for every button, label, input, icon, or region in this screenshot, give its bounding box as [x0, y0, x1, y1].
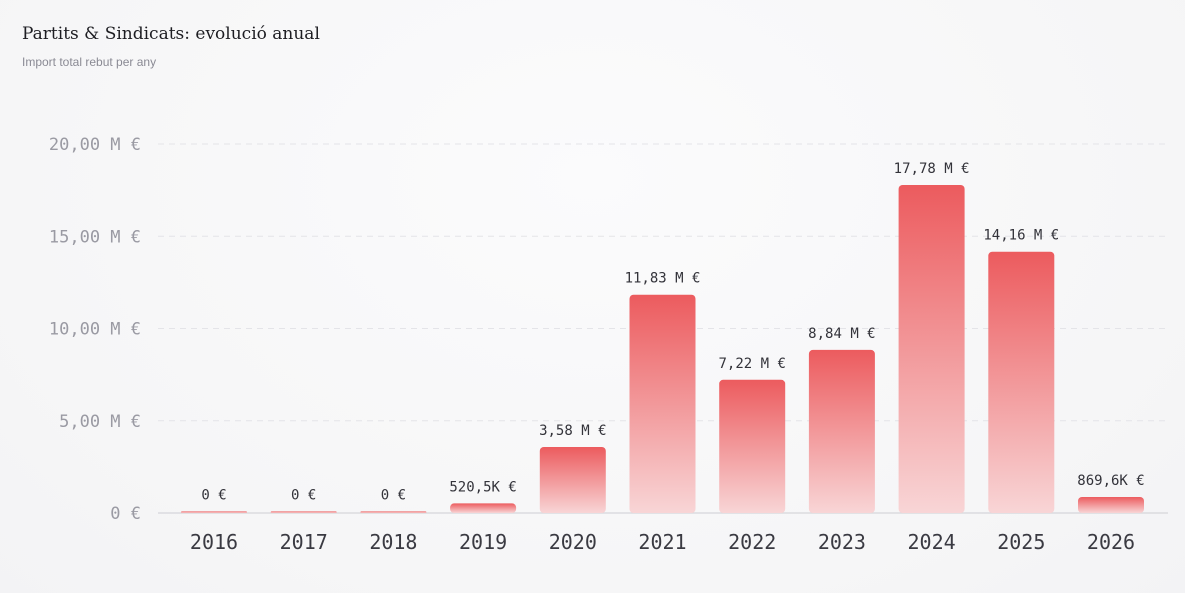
x-tick-label: 2018 [369, 530, 417, 554]
x-tick-label: 2026 [1087, 530, 1135, 554]
y-tick-label: 10,00 M € [49, 320, 141, 340]
x-tick-label: 2017 [280, 530, 328, 554]
bar-2017[interactable] [270, 511, 337, 513]
y-tick-label: 5,00 M € [59, 412, 141, 432]
x-tick-label: 2019 [459, 530, 507, 554]
bar-2024[interactable] [898, 184, 965, 514]
data-label-2023: 8,84 M € [808, 326, 875, 342]
bar-2020[interactable] [539, 446, 606, 513]
data-label-2019: 520,5K € [449, 479, 516, 495]
data-label-2020: 3,58 M € [539, 423, 606, 439]
x-tick-label: 2016 [190, 530, 238, 554]
bar-2021[interactable] [629, 294, 696, 513]
x-tick-label: 2021 [638, 530, 686, 554]
y-tick-label: 15,00 M € [49, 227, 141, 247]
data-label-2021: 11,83 M € [625, 271, 701, 287]
x-tick-label: 2024 [908, 530, 956, 554]
x-tick-label: 2022 [728, 530, 776, 554]
x-tick-label: 2020 [549, 530, 597, 554]
bar-2023[interactable] [808, 349, 875, 513]
data-label-2025: 14,16 M € [983, 228, 1059, 244]
y-tick-label: 20,00 M € [49, 135, 141, 155]
bar-2016[interactable] [181, 511, 247, 513]
data-label-2024: 17,78 M € [894, 161, 970, 177]
bar-2025[interactable] [988, 251, 1055, 514]
bar-2026[interactable] [1078, 496, 1144, 513]
x-tick-label: 2023 [818, 530, 866, 554]
chart-title: Partits & Sindicats: evolució anual [22, 24, 320, 44]
data-label-2016: 0 € [201, 487, 226, 503]
data-label-2018: 0 € [381, 487, 406, 503]
data-label-2022: 7,22 M € [718, 356, 785, 372]
x-tick-label: 2025 [997, 530, 1045, 554]
bar-2018[interactable] [360, 511, 427, 513]
data-label-2017: 0 € [291, 487, 316, 503]
bar-2022[interactable] [719, 379, 786, 513]
chart-subtitle: Import total rebut per any [22, 55, 157, 69]
bar-2019[interactable] [450, 503, 517, 513]
y-tick-label: 0 € [110, 504, 141, 524]
data-label-2026: 869,6K € [1077, 473, 1144, 489]
